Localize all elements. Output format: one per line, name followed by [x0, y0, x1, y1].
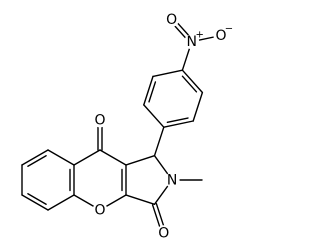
bond — [47, 149, 75, 166]
atom-label: O — [94, 113, 105, 129]
bond — [163, 120, 194, 128]
atom-mask — [156, 225, 172, 241]
bond — [181, 75, 198, 93]
bond — [99, 149, 127, 166]
bond — [148, 81, 157, 103]
bond — [143, 75, 154, 106]
bond — [47, 194, 75, 211]
bond — [21, 149, 49, 166]
atom-mask — [92, 202, 108, 218]
atom-label: N — [167, 173, 177, 189]
bond — [181, 69, 204, 94]
atom-charge: + — [196, 30, 204, 41]
atom-charge: − — [225, 24, 233, 35]
atom-label: O — [215, 28, 226, 44]
bond — [27, 193, 47, 205]
bond — [192, 91, 204, 122]
bond — [143, 104, 165, 128]
bond — [73, 149, 101, 166]
bond — [125, 194, 156, 206]
atom-label: O — [158, 225, 169, 241]
bond — [152, 69, 184, 78]
atom-mask — [92, 112, 108, 128]
bond — [153, 126, 165, 157]
atom-label: O — [166, 12, 177, 28]
atom-label: O — [94, 203, 105, 219]
bond — [166, 117, 189, 124]
atom-mask — [213, 28, 229, 43]
atom-mask — [184, 34, 200, 50]
bond — [27, 155, 47, 167]
atom-label: N — [186, 34, 196, 50]
bond — [125, 154, 156, 166]
atom-mask — [164, 172, 180, 188]
bond — [21, 194, 49, 211]
atom-mask — [164, 11, 180, 27]
